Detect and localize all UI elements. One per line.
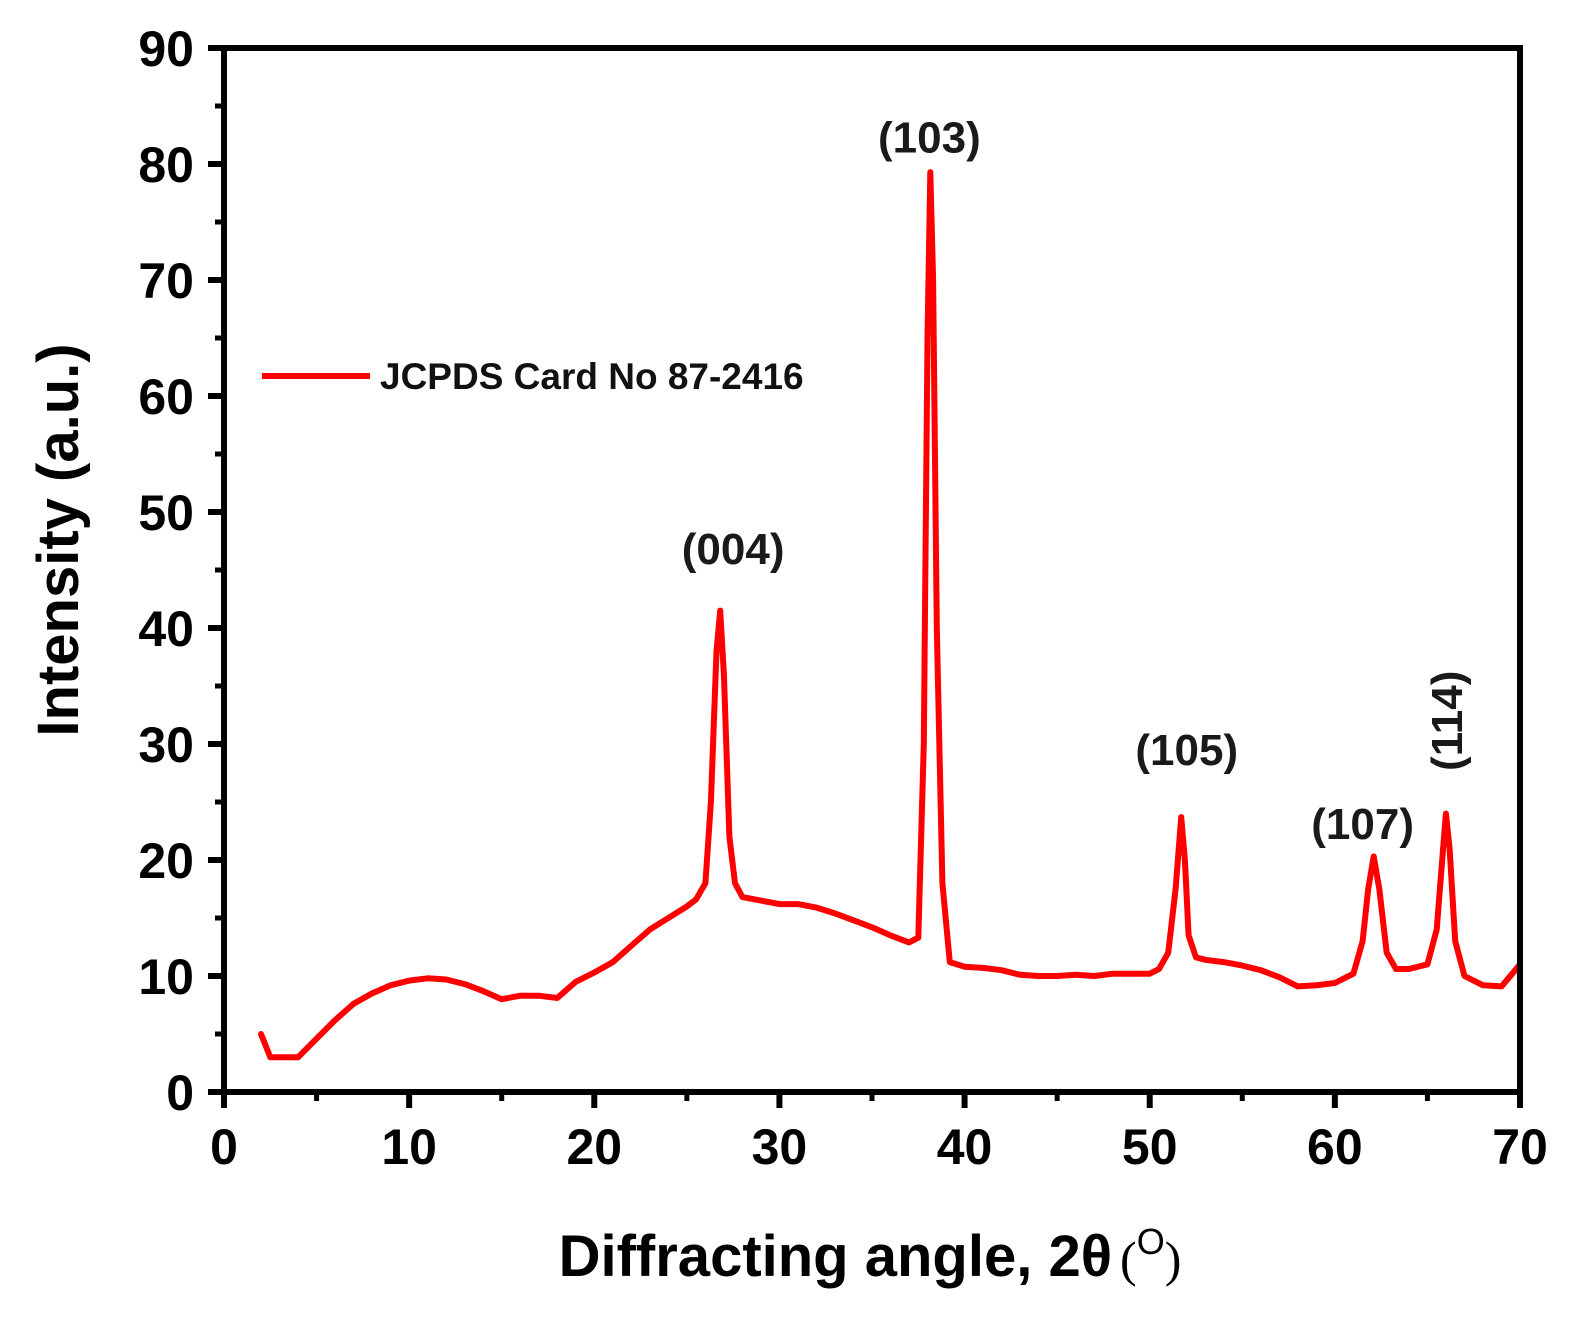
peak-annotation: (105): [1135, 726, 1238, 775]
y-tick-label: 0: [166, 1065, 194, 1121]
x-tick-label: 70: [1492, 1119, 1548, 1175]
y-tick-label: 70: [138, 253, 194, 309]
x-tick-label: 60: [1307, 1119, 1363, 1175]
peak-annotation: (103): [878, 113, 981, 162]
series-line: [258, 169, 1523, 1061]
x-tick-label: 10: [381, 1119, 437, 1175]
y-tick-label: 10: [138, 949, 194, 1005]
y-tick-label: 60: [138, 369, 194, 425]
x-axis-title: Diffracting angle, 2θ (O): [559, 1221, 1182, 1289]
ticks-layer: [208, 45, 1523, 1108]
annotations-layer: (004) (103) (105) (107)(114): [682, 113, 1472, 849]
peak-annotation: (004): [682, 525, 785, 574]
x-axis-unit-close: ): [1165, 1231, 1182, 1287]
y-tick-label: 80: [138, 137, 194, 193]
x-tick-label: 20: [566, 1119, 622, 1175]
x-axis-title-main: Diffracting angle, 2θ: [559, 1224, 1112, 1289]
y-axis-title: Intensity (a.u.): [26, 343, 91, 736]
x-tick-label: 30: [752, 1119, 808, 1175]
y-tick-label: 40: [138, 601, 194, 657]
legend-label: JCPDS Card No 87-2416: [380, 356, 804, 397]
x-tick-label: 0: [210, 1119, 238, 1175]
x-axis-unit-symbol: O: [1137, 1221, 1165, 1262]
labels-layer: 0 10 20 30 40 50 60 70 0 10 20 30 40 50 60 70 80 90: [138, 21, 1547, 1175]
y-tick-label: 30: [138, 717, 194, 773]
peak-annotation: (107): [1311, 800, 1414, 849]
x-tick-label: 40: [937, 1119, 993, 1175]
y-tick-label: 50: [138, 485, 194, 541]
x-tick-label: 50: [1122, 1119, 1178, 1175]
y-tick-label: 20: [138, 833, 194, 889]
peak-annotation: (114): [1423, 671, 1472, 771]
y-tick-label: 90: [138, 21, 194, 77]
legend: JCPDS Card No 87-2416: [262, 356, 804, 397]
plot-frame: [221, 45, 1523, 1095]
x-axis-unit-open: (: [1120, 1231, 1137, 1287]
